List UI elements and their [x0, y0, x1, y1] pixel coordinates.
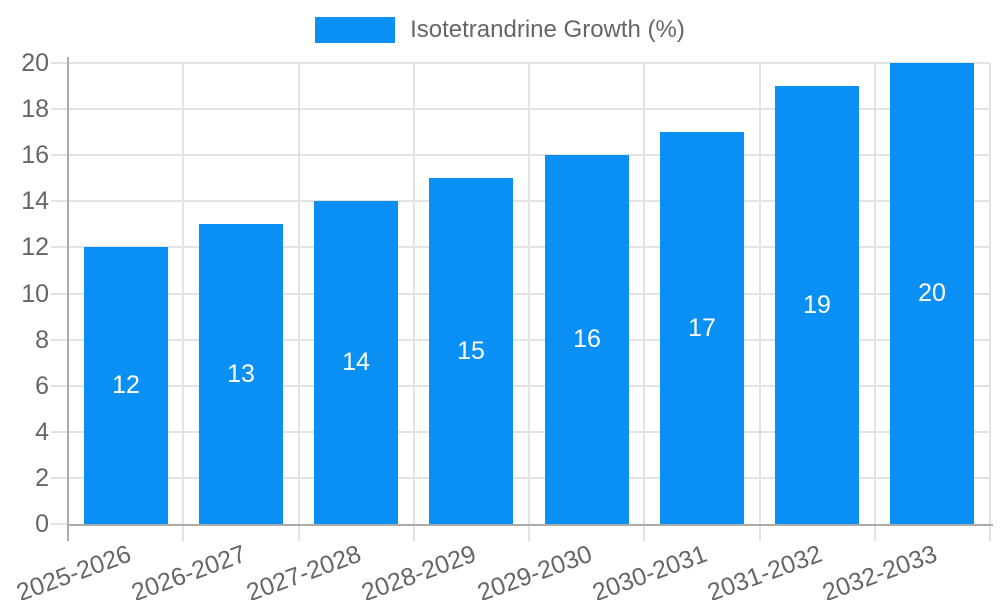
bar[interactable]: 13: [199, 224, 283, 524]
y-tick: [51, 384, 68, 387]
bar-value-label: 17: [688, 313, 716, 342]
bar[interactable]: 15: [429, 178, 513, 524]
y-tick: [51, 246, 68, 249]
y-tick-label: 14: [21, 187, 49, 216]
x-tick: [873, 524, 876, 541]
bar-value-label: 16: [573, 325, 601, 354]
bar-value-label: 13: [227, 359, 255, 388]
bar[interactable]: 17: [660, 132, 744, 524]
bar-value-label: 19: [803, 290, 831, 319]
y-tick-label: 4: [35, 417, 49, 446]
vgrid-line: [528, 63, 530, 524]
y-tick: [51, 523, 68, 525]
bar-value-label: 12: [112, 371, 140, 400]
y-tick: [51, 476, 68, 479]
y-tick: [51, 154, 68, 157]
bar[interactable]: 14: [314, 201, 398, 524]
vgrid-line: [873, 63, 876, 524]
x-tick: [297, 524, 300, 541]
chart-legend-item[interactable]: Isotetrandrine Growth (%): [0, 16, 1000, 44]
y-tick-label: 10: [21, 279, 49, 308]
bar[interactable]: 12: [84, 247, 168, 524]
vgrid-line: [643, 63, 646, 524]
x-axis-line: [67, 524, 993, 526]
y-tick: [51, 62, 68, 64]
y-tick-label: 18: [21, 95, 49, 124]
y-tick: [51, 292, 68, 295]
legend-swatch: [315, 17, 396, 43]
y-tick-label: 0: [35, 510, 49, 538]
x-tick: [182, 524, 185, 541]
vgrid-line: [758, 63, 761, 524]
bar-value-label: 20: [918, 279, 946, 307]
y-tick-label: 16: [21, 141, 49, 170]
y-tick-label: 12: [21, 233, 49, 262]
bar[interactable]: 20: [890, 63, 974, 524]
y-tick-label: 8: [35, 325, 49, 354]
vgrid-line: [989, 63, 991, 524]
y-tick-label: 2: [35, 463, 49, 492]
legend-label: Isotetrandrine Growth (%): [410, 16, 685, 43]
vgrid-line: [412, 63, 415, 524]
x-tick: [643, 524, 646, 541]
x-tick: [528, 524, 530, 541]
x-tick: [758, 524, 761, 541]
vgrid-line: [297, 63, 300, 524]
y-tick: [51, 108, 68, 111]
y-tick: [51, 430, 68, 433]
x-tick: [412, 524, 415, 541]
y-tick: [51, 338, 68, 341]
vgrid-line: [182, 63, 185, 524]
y-tick: [51, 200, 68, 203]
y-tick-label: 6: [35, 371, 49, 400]
bar-value-label: 15: [457, 336, 485, 365]
bar-value-label: 14: [342, 348, 370, 377]
y-tick-label: 20: [21, 49, 49, 77]
bar[interactable]: 16: [545, 155, 629, 524]
x-tick: [989, 524, 991, 541]
bar[interactable]: 19: [775, 86, 859, 524]
y-axis-line: [67, 57, 69, 541]
